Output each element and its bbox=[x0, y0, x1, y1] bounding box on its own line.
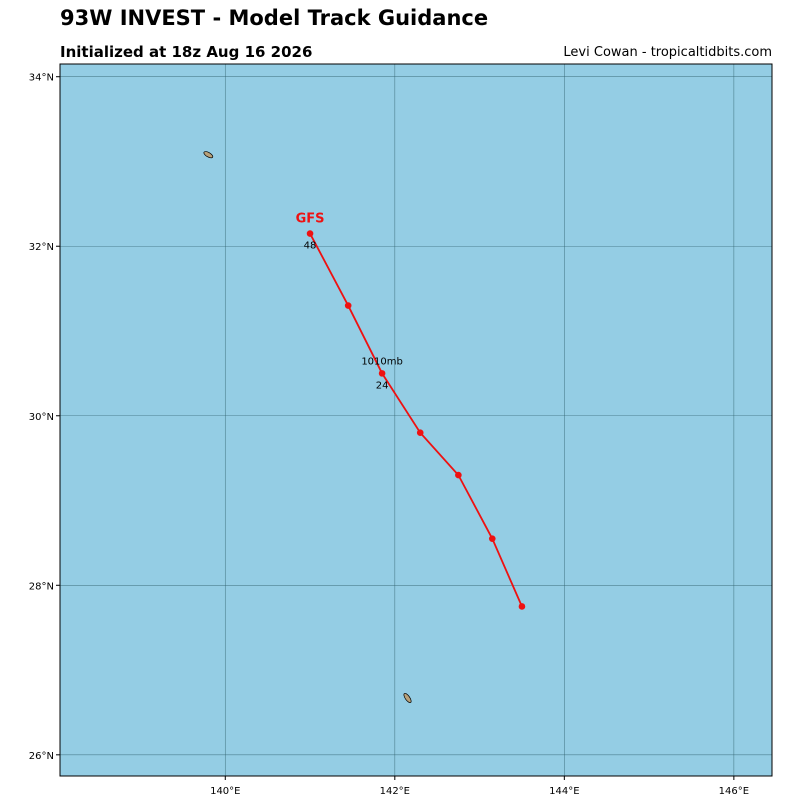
lat-tick-label: 32°N bbox=[29, 242, 54, 253]
track-point bbox=[518, 603, 526, 610]
track-point bbox=[306, 230, 314, 237]
ocean-area bbox=[60, 64, 772, 776]
lon-tick-label: 144°E bbox=[549, 786, 579, 797]
gridlines bbox=[60, 64, 772, 776]
model-label: GFS bbox=[296, 212, 325, 227]
lat-tick-label: 26°N bbox=[29, 751, 54, 762]
track-point bbox=[488, 535, 496, 542]
track-point bbox=[455, 471, 462, 479]
axis-ticks: 140°E 142°E 144°E 146°E 26°N 28°N 30°N 32°N 34°N bbox=[29, 73, 749, 797]
track-point bbox=[378, 370, 386, 377]
track-layer: 24 1010mb 48 GFS bbox=[296, 212, 526, 610]
map-frame bbox=[59, 63, 773, 777]
track-point bbox=[344, 302, 352, 309]
lon-tick-label: 146°E bbox=[719, 786, 749, 797]
lon-tick-label: 140°E bbox=[210, 786, 240, 797]
lon-tick-label: 142°E bbox=[380, 786, 410, 797]
forecast-hour-label: 24 bbox=[376, 380, 389, 391]
lat-tick-label: 34°N bbox=[29, 73, 54, 84]
lat-tick-label: 28°N bbox=[29, 581, 54, 592]
track-point bbox=[416, 429, 424, 437]
forecast-hour-label: 48 bbox=[304, 241, 317, 252]
land-features bbox=[203, 151, 412, 704]
lat-tick-label: 30°N bbox=[29, 412, 54, 423]
pressure-label: 1010mb bbox=[361, 356, 403, 367]
init-time-subtitle: Initialized at 18z Aug 16 2026 bbox=[60, 43, 313, 61]
hachijo-island bbox=[203, 151, 214, 159]
credit-text: Levi Cowan - tropicaltidbits.com bbox=[563, 45, 772, 60]
chichi-island bbox=[403, 692, 412, 704]
map-title: 93W INVEST - Model Track Guidance bbox=[60, 6, 489, 30]
